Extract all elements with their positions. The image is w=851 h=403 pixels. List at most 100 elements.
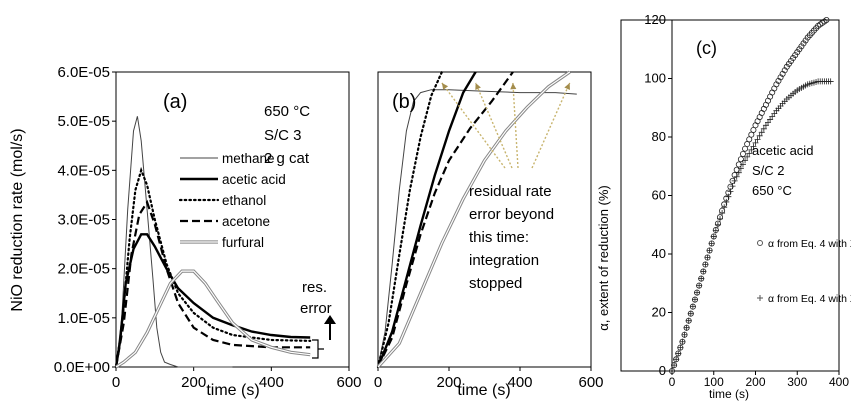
panel-c-y-tick-label: 100: [644, 71, 666, 86]
panel-b-note-line-2: error beyond: [469, 206, 554, 223]
panel-c-y-tick-label: 120: [644, 12, 666, 27]
panel-a-error-label: error: [300, 300, 332, 317]
panel-b-arrow-line: [441, 82, 506, 169]
panel-c-ticks: 0 100 200 300 400 0 20 40 60 80 100 120: [644, 12, 849, 389]
panel-c-x-tick-label: 300: [787, 375, 807, 389]
legend-alpha-xbio-eq2: α from Eq. 4 with Xbio from Eq. 2: [768, 238, 851, 250]
panel-b-note-line-3: this time:: [469, 229, 529, 246]
panel-a-condition-temperature: 650 °C: [264, 103, 310, 120]
panel-b-frame: [377, 71, 592, 368]
panel-a-series-ethanol: [114, 166, 312, 369]
panel-b-arrow-line: [531, 82, 571, 169]
panel-c-point-plus: [748, 146, 755, 153]
legend-furfural-label: furfural: [222, 235, 264, 250]
panel-c-y-tick-label: 80: [652, 129, 666, 144]
panel-b-series-dotted: [376, 70, 443, 369]
panel-c-point-plus: [673, 356, 680, 363]
panel-c-point-plus: [760, 125, 767, 132]
panel-a-condition-sc: S/C 3: [264, 127, 302, 144]
panel-c-point-plus: [677, 344, 684, 351]
panel-c: 0 100 200 300 400 0 20 40 60 80 100 120 (c) acetic …: [596, 12, 851, 401]
panel-b-x-axis-label: time (s): [457, 382, 510, 399]
panel-c-point-plus: [729, 183, 736, 190]
legend-circle-marker: [757, 240, 763, 246]
panel-a-condition-catalyst: 2 g cat: [264, 150, 310, 167]
legend-acetone-label: acetone: [222, 214, 270, 229]
panel-c-point-plus: [704, 254, 711, 261]
panel-b-series: [376, 70, 577, 369]
panel-c-x-tick-label: 0: [669, 375, 676, 389]
panel-a-series-methane: [115, 116, 233, 368]
panel-c-legend: α from Eq. 4 with Xbio from Eq. 2 α from…: [757, 238, 851, 305]
panel-c-point-plus: [756, 132, 763, 139]
panel-c-point-plus: [727, 188, 734, 195]
panel-c-point-plus: [725, 193, 732, 200]
panel-c-point-plus: [675, 350, 682, 357]
panel-b-note-line-5: stopped: [469, 275, 522, 292]
panel-a-error-bracket: [312, 339, 324, 359]
panel-c-point-plus: [710, 233, 717, 240]
panel-b-x-tick-label: 200: [436, 374, 461, 391]
panel-c-y-tick-label: 0: [659, 363, 666, 378]
panel-c-point-plus: [721, 204, 728, 211]
panel-a-y-tick-label: 0.0E+00: [54, 359, 110, 376]
panel-c-point-plus: [827, 78, 834, 85]
panel-c-point-plus: [739, 161, 746, 168]
panel-b-arrow-line: [512, 82, 519, 169]
panel-b-series-thin: [377, 89, 577, 368]
panel-c-point-plus: [681, 331, 688, 338]
legend-ethanol-label: ethanol: [222, 193, 266, 208]
panel-c-y-tick-label: 60: [652, 188, 666, 203]
panel-a-y-tick-label: 1.0E-05: [57, 310, 110, 327]
panel-b-arrows: [441, 82, 571, 169]
panel-a-y-tick-label: 5.0E-05: [57, 113, 110, 130]
panel-a: 0 200 400 600 0.0E+00 1.0E-05 2.0E-05 3.0E-05 4.…: [9, 64, 362, 399]
panel-c-point-plus: [683, 324, 690, 331]
panel-a-legend: methane acetic acid ethanol acetone furfural: [178, 151, 286, 250]
panel-c-point-plus: [706, 247, 713, 254]
panel-c-y-tick-label: 40: [652, 246, 666, 261]
panel-b-series-dashed: [377, 71, 514, 368]
panel-a-res-label: res.: [302, 279, 327, 296]
panel-c-condition-species: acetic acid: [752, 143, 813, 158]
panel-a-x-tick-label: 200: [181, 374, 206, 391]
panel-a-x-axis-label: time (s): [206, 382, 259, 399]
panel-c-series: [669, 16, 834, 374]
panel-c-point-plus: [696, 282, 703, 289]
panel-c-point-plus: [669, 368, 675, 374]
panel-c-point-plus: [700, 268, 707, 275]
panel-c-point-plus: [685, 317, 692, 324]
panel-a-y-tick-label: 6.0E-05: [57, 64, 110, 81]
panel-c-point-plus: [754, 136, 761, 143]
panel-a-series-acetone: [114, 199, 311, 368]
panel-b-arrowhead: [475, 82, 481, 90]
legend-acetic-acid-label: acetic acid: [222, 172, 286, 187]
panel-a-y-tick-label: 2.0E-05: [57, 261, 110, 278]
panel-c-point-plus: [714, 221, 721, 228]
panel-a-y-tick-label: 3.0E-05: [57, 212, 110, 229]
panel-c-frame: [620, 19, 840, 372]
panel-c-x-tick-label: 100: [704, 375, 724, 389]
panel-c-point-plus: [702, 261, 709, 268]
panel-b-x-tick-label: 0: [374, 374, 382, 391]
panel-c-point-plus: [698, 275, 705, 282]
panel-c-point-plus: [723, 198, 730, 205]
panel-b-arrowhead: [510, 82, 517, 90]
panel-c-point-plus: [742, 157, 749, 164]
panel-c-condition-sc: S/C 2: [752, 163, 785, 178]
legend-alpha-xbio-1: α from Eq. 4 with Xbio=1: [768, 293, 851, 305]
panel-c-point-plus: [691, 296, 698, 303]
panel-b-note-line-4: integration: [469, 252, 539, 269]
panel-a-ticks: 0 200 400 600 0.0E+00 1.0E-05 2.0E-05 3.0E-05 4.…: [54, 64, 362, 391]
panel-a-y-tick-label: 4.0E-05: [57, 162, 110, 179]
panel-a-series: [114, 116, 312, 369]
panel-b: 0 200 400 600 (b) residual rate error beyon…: [374, 70, 604, 399]
panel-b-series-thick: [376, 71, 477, 368]
panel-c-point-circle: [737, 156, 744, 163]
panel-c-y-axis-label: α, extent of reduction (%): [596, 185, 611, 331]
panel-c-point-circle: [739, 150, 746, 157]
panel-c-point-plus: [717, 215, 724, 222]
panel-a-series-furfural-line: [115, 270, 311, 368]
legend-methane-label: methane: [222, 151, 275, 166]
legend-plus-marker: [757, 295, 763, 301]
